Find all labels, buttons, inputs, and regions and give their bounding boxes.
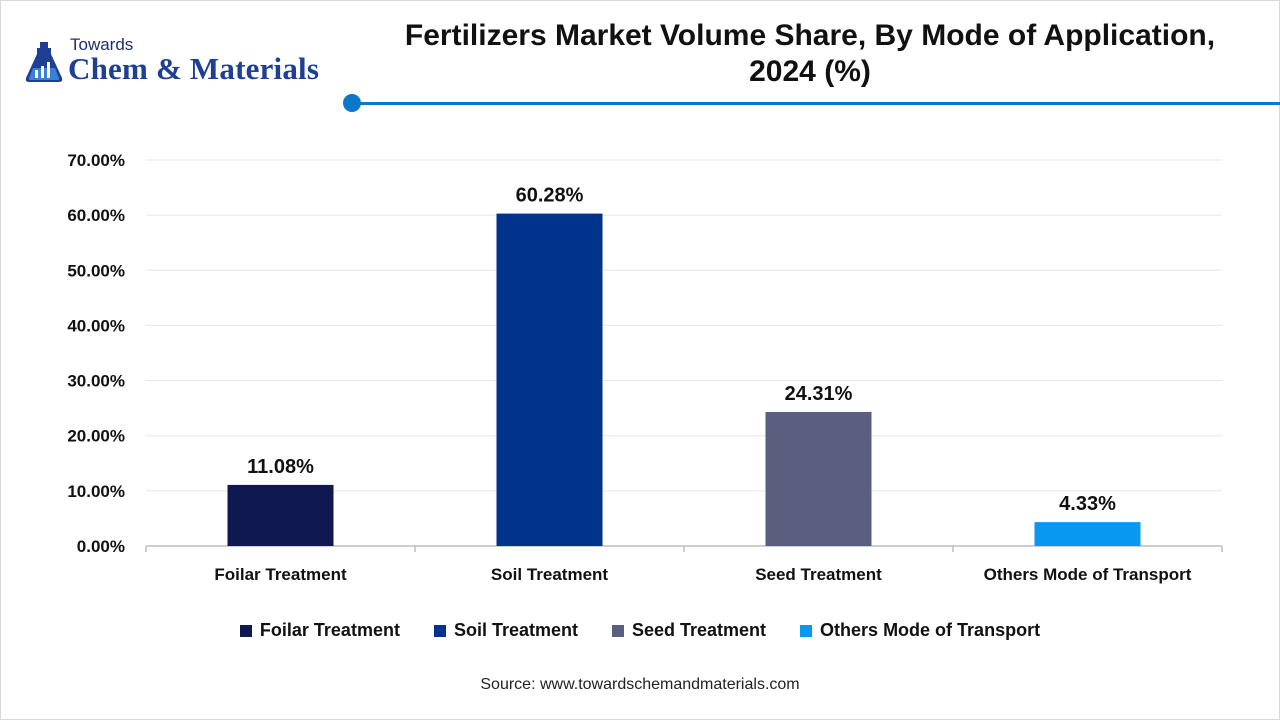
- x-tick-label: Seed Treatment: [755, 565, 882, 584]
- chart-legend: Foilar Treatment Soil Treatment Seed Tre…: [0, 620, 1280, 641]
- bar: [765, 411, 872, 546]
- logo: Towards Chem & Materials: [22, 34, 342, 90]
- y-tick-label: 60.00%: [67, 206, 125, 225]
- legend-label-others: Others Mode of Transport: [820, 620, 1041, 640]
- logo-text-towards: Towards: [70, 35, 134, 54]
- legend-item-foilar: Foilar Treatment: [239, 620, 400, 641]
- bar-chart: 0.00% 10.00% 20.00% 30.00% 40.00% 50.00% 60.00…: [67, 151, 1223, 584]
- title-divider: [354, 102, 1280, 105]
- bar: [496, 213, 603, 546]
- data-label: 60.28%: [516, 185, 584, 207]
- y-tick-label: 40.00%: [67, 316, 125, 335]
- x-tick-label: Foilar Treatment: [214, 565, 347, 584]
- title-divider-dot: [343, 94, 361, 112]
- legend-swatch-seed: [611, 624, 624, 637]
- data-label: 24.31%: [785, 383, 853, 405]
- source-note: Source: www.towardschemandmaterials.com: [480, 676, 800, 693]
- y-tick-label: 20.00%: [67, 427, 125, 446]
- data-label: 11.08%: [247, 456, 314, 478]
- legend-item-soil: Soil Treatment: [433, 620, 578, 641]
- legend-label-foilar: Foilar Treatment: [259, 620, 400, 640]
- x-tick-label: Others Mode of Transport: [984, 565, 1192, 584]
- y-tick-label: 50.00%: [67, 261, 125, 280]
- x-tick-label: Soil Treatment: [491, 565, 608, 584]
- chart-title: Fertilizers Market Volume Share, By Mode…: [380, 18, 1240, 90]
- legend-swatch-foilar: [239, 624, 252, 637]
- chart-title-line2: 2024 (%): [749, 55, 871, 88]
- y-tick-label: 10.00%: [67, 482, 125, 501]
- legend-item-others: Others Mode of Transport: [800, 620, 1040, 641]
- data-label: 4.33%: [1059, 493, 1116, 515]
- legend-swatch-soil: [433, 624, 446, 637]
- y-tick-label: 0.00%: [77, 537, 125, 556]
- y-tick-label: 70.00%: [67, 151, 125, 170]
- legend-item-seed: Seed Treatment: [611, 620, 767, 641]
- chart-title-line1: Fertilizers Market Volume Share, By Mode…: [404, 19, 1216, 52]
- bar: [227, 484, 334, 546]
- legend-label-seed: Seed Treatment: [631, 620, 767, 640]
- flask-chart-icon: [25, 42, 63, 82]
- legend-label-soil: Soil Treatment: [453, 620, 578, 640]
- bar: [1034, 522, 1141, 546]
- legend-swatch-others: [800, 624, 813, 637]
- y-tick-label: 30.00%: [67, 372, 125, 391]
- logo-text-chem-materials: Chem & Materials: [68, 51, 320, 86]
